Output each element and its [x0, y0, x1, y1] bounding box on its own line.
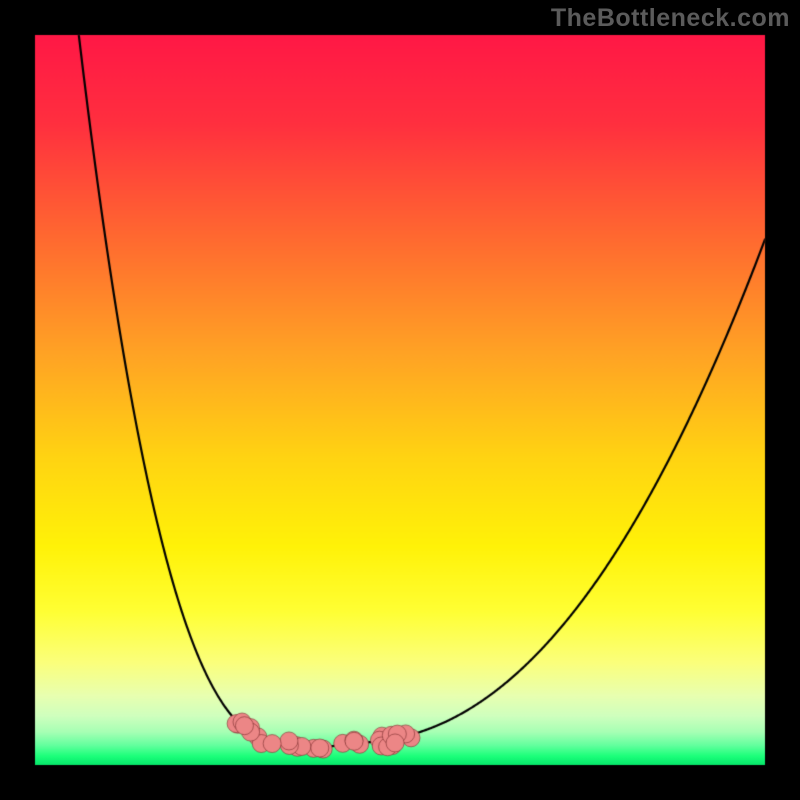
chart-stage: TheBottleneck.com [0, 0, 800, 800]
watermark-text: TheBottleneck.com [551, 4, 790, 33]
data-point-markers [0, 0, 800, 800]
